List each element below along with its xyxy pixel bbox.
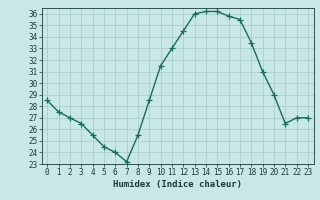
X-axis label: Humidex (Indice chaleur): Humidex (Indice chaleur) [113, 180, 242, 189]
